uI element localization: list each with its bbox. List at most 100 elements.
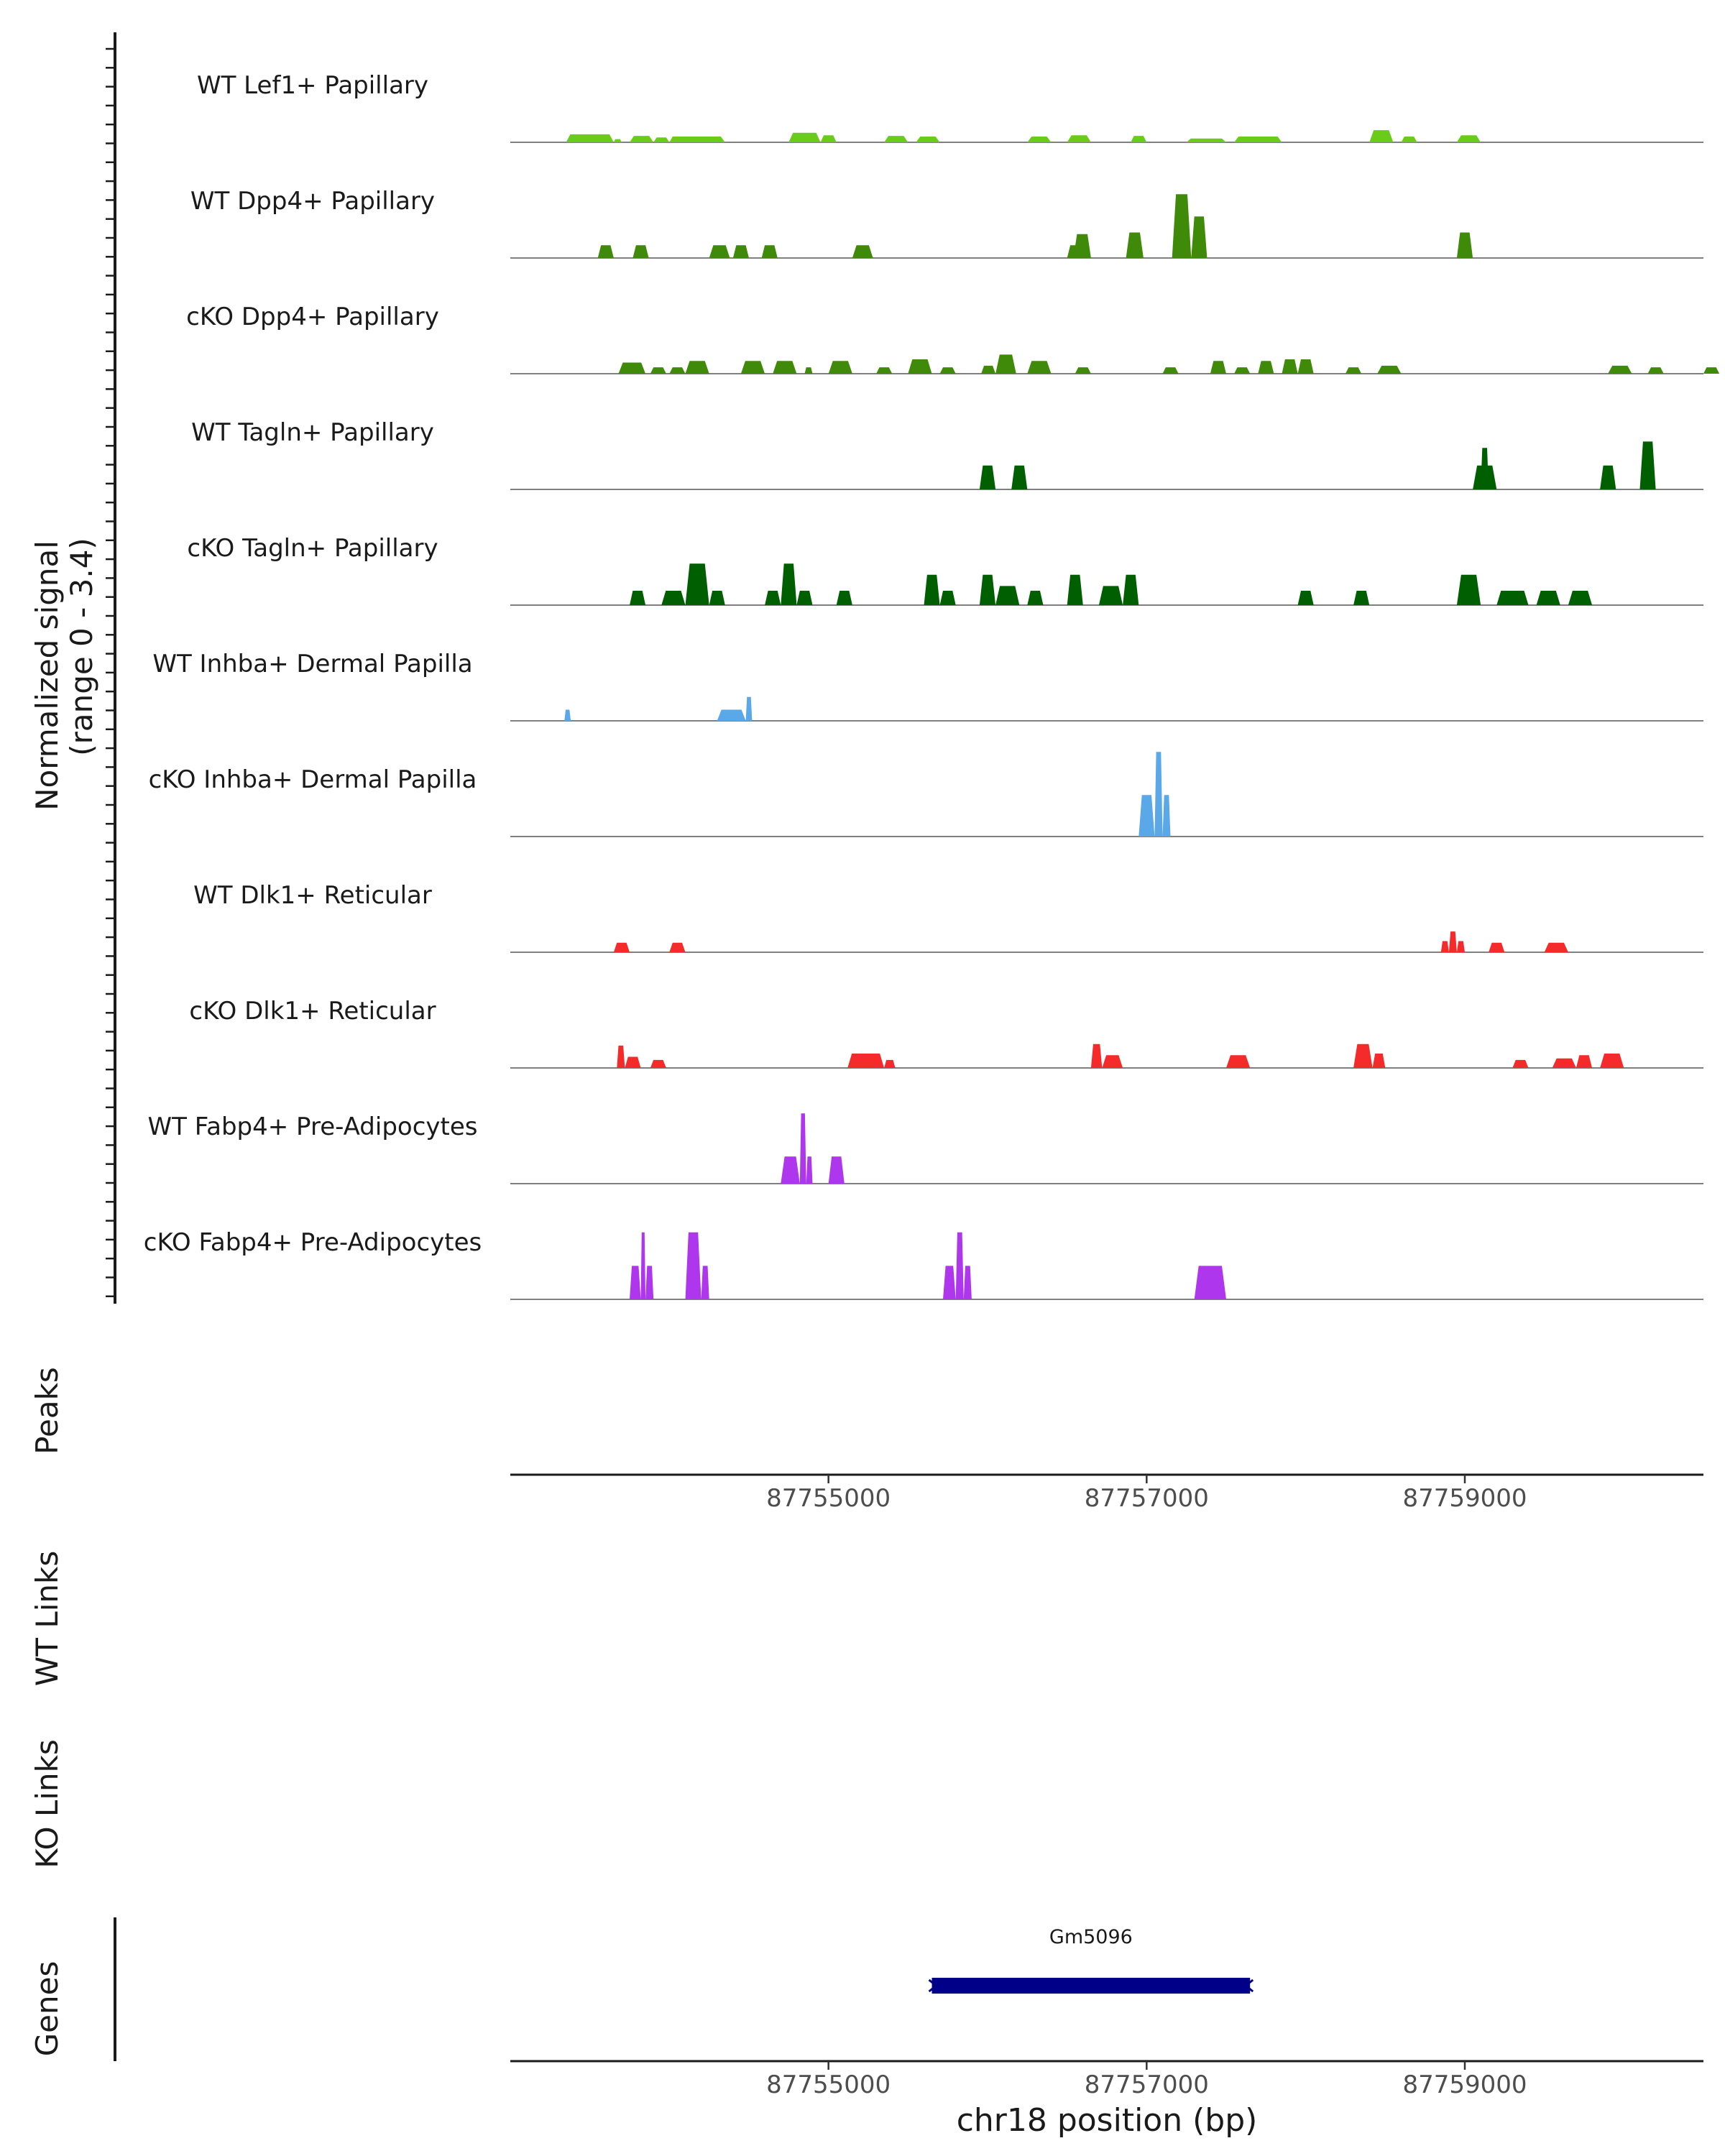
- track: cKO Tagln+ Papillary: [187, 534, 1703, 606]
- signal-peak: [1544, 942, 1568, 952]
- track: cKO Inhba+ Dermal Papilla: [149, 752, 1703, 837]
- signal-peak: [1075, 367, 1091, 374]
- signal-peak: [1067, 574, 1083, 605]
- signal-peak: [740, 361, 765, 374]
- gene-annotations: Gm5096: [928, 1926, 1254, 1994]
- signal-peak: [677, 137, 725, 142]
- track-label: cKO Tagln+ Papillary: [187, 534, 438, 563]
- signal-peak: [1067, 135, 1091, 142]
- signal-peak: [650, 367, 666, 374]
- signal-peak: [876, 367, 893, 374]
- signal-peak: [847, 1054, 885, 1068]
- x-axis-title: chr18 position (bp): [957, 2102, 1258, 2139]
- wt-links-panel-label: WT Links: [29, 1551, 65, 1686]
- track: cKO Dpp4+ Papillary: [186, 303, 1720, 374]
- signal-peak: [1552, 1058, 1576, 1068]
- ko-links-panel-label: KO Links: [29, 1739, 65, 1869]
- signal-peak: [732, 245, 749, 258]
- signal-peak: [1353, 591, 1370, 605]
- signal-peak: [1098, 586, 1123, 605]
- track-label: cKO Dlk1+ Reticular: [189, 997, 436, 1026]
- track-label: WT Tagln+ Papillary: [191, 418, 434, 447]
- signal-peak: [1489, 942, 1505, 952]
- signal-peak: [1456, 232, 1473, 258]
- signal-peak: [1027, 591, 1044, 605]
- signal-peak: [1011, 465, 1028, 489]
- signal-peak: [1353, 1044, 1373, 1068]
- signal-peak: [943, 1266, 956, 1299]
- signal-peak: [1297, 591, 1314, 605]
- x-tick-label: 87759000: [1402, 1484, 1527, 1513]
- signal-peak: [1496, 591, 1529, 605]
- signal-peak: [669, 942, 686, 952]
- signal-peak: [1102, 1055, 1123, 1068]
- signal-y-axis-range: (range 0 - 3.4): [64, 538, 99, 756]
- signal-peak: [597, 245, 614, 258]
- track-label: cKO Inhba+ Dermal Papilla: [149, 765, 477, 794]
- x-tick-label: 87759000: [1402, 2070, 1527, 2099]
- signal-peak: [1027, 361, 1052, 374]
- signal-peak: [645, 1266, 654, 1299]
- signal-peak: [1369, 130, 1394, 142]
- signal-peak: [1448, 931, 1457, 952]
- signal-peak: [981, 365, 996, 374]
- track-label: WT Inhba+ Dermal Papilla: [152, 650, 472, 678]
- signal-peak: [653, 137, 670, 142]
- signal-peak: [796, 591, 813, 605]
- signal-peak: [1172, 194, 1192, 258]
- signal-peak: [1576, 1055, 1593, 1068]
- signal-peak: [820, 135, 837, 142]
- signal-peak: [788, 132, 821, 142]
- strand-arrow-icon: [1243, 1978, 1254, 1993]
- signal-peak: [709, 245, 730, 258]
- signal-peak: [1608, 365, 1632, 374]
- signal-peak: [661, 591, 686, 605]
- signal-peak: [1210, 361, 1226, 374]
- signal-peak: [1456, 941, 1465, 952]
- signal-peak: [618, 362, 646, 374]
- signal-peak: [1123, 574, 1139, 605]
- signal-peak: [685, 361, 709, 374]
- x-tick-label: 87757000: [1085, 2070, 1209, 2099]
- signal-peak: [1234, 137, 1282, 142]
- signal-peak: [1456, 135, 1481, 142]
- signal-peak: [916, 137, 940, 142]
- signal-peak: [1481, 448, 1489, 489]
- genes-panel-label: Genes: [29, 1961, 65, 2057]
- x-tick-label: 87757000: [1085, 1484, 1209, 1513]
- signal-peak: [1226, 1055, 1251, 1068]
- signal-peak: [1131, 136, 1147, 142]
- track-label: WT Lef1+ Papillary: [197, 71, 428, 100]
- signal-peak: [963, 1266, 972, 1299]
- track: WT Lef1+ Papillary: [197, 71, 1703, 143]
- signal-peak: [701, 1266, 709, 1299]
- signal-peak: [955, 1232, 964, 1299]
- track-label: WT Dlk1+ Reticular: [193, 881, 432, 910]
- signal-peak: [1568, 591, 1593, 605]
- track: WT Dlk1+ Reticular: [193, 881, 1703, 953]
- signal-peak: [799, 1113, 806, 1184]
- signal-peak: [1126, 232, 1144, 258]
- signal-peak: [630, 591, 646, 605]
- signal-peak: [613, 139, 622, 142]
- signal-peak: [1372, 1054, 1386, 1068]
- signal-peak: [804, 367, 813, 374]
- signal-peak: [1297, 359, 1314, 374]
- signal-peak: [1456, 574, 1481, 605]
- signal-peak: [761, 245, 778, 258]
- peaks-x-ticks: 87755000 87757000 87759000: [766, 1475, 1527, 1513]
- signal-peak: [828, 361, 852, 374]
- signal-peak: [625, 1056, 641, 1068]
- signal-tracks: WT Lef1+ Papillary WT Dpp4+ Papillary cKO …: [144, 71, 1720, 1300]
- gene-name: Gm5096: [1049, 1926, 1133, 1948]
- track: WT Dpp4+ Papillary: [190, 187, 1703, 259]
- peaks-panel-label: Peaks: [29, 1367, 65, 1455]
- signal-peak: [669, 367, 686, 374]
- track: WT Tagln+ Papillary: [191, 418, 1703, 490]
- strand-arrow-icon: [928, 1978, 938, 1993]
- signal-peak: [709, 591, 725, 605]
- track-label: WT Dpp4+ Papillary: [190, 187, 435, 216]
- track-label: cKO Dpp4+ Papillary: [186, 303, 439, 331]
- signal-peak: [1138, 795, 1155, 837]
